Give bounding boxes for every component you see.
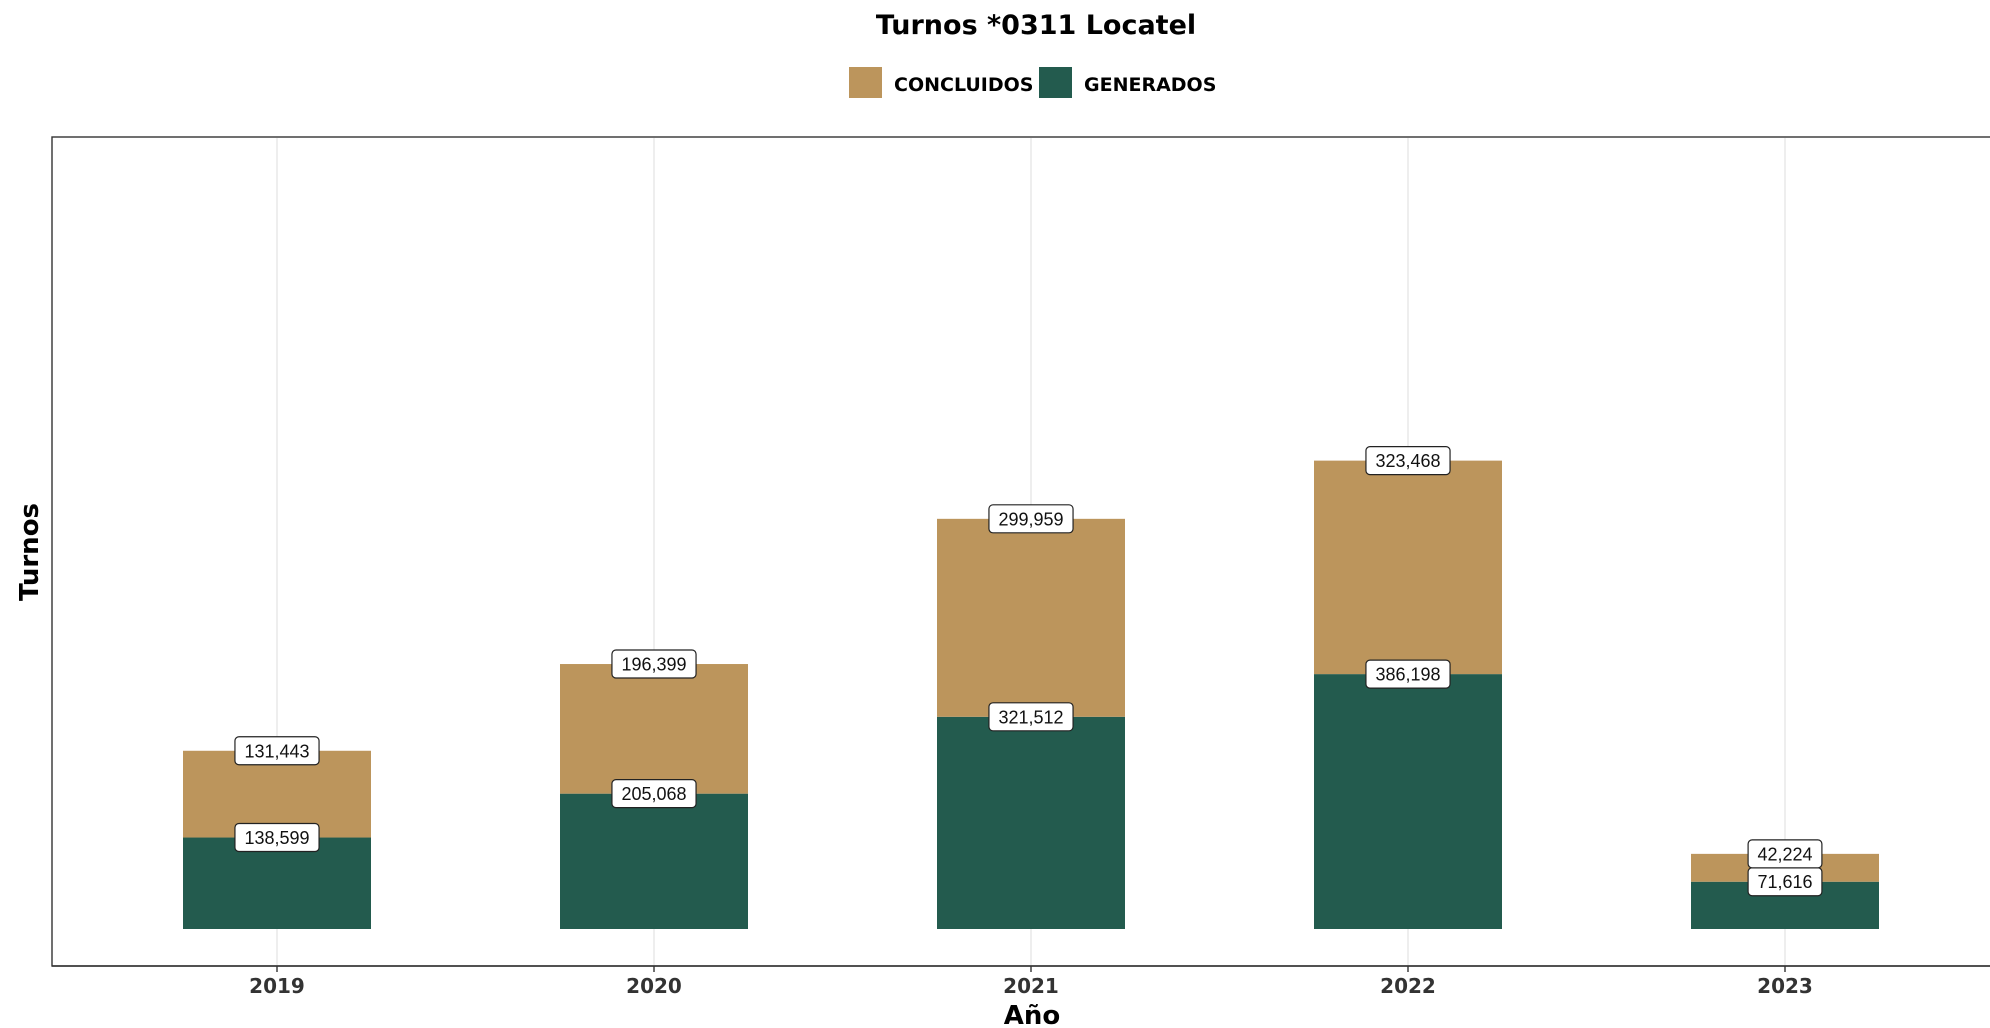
chart-title: Turnos *0311 Locatel	[876, 10, 1196, 41]
bar-generados-2021	[937, 716, 1125, 929]
data-label-generados-2021-group: 321,512	[988, 702, 1074, 732]
data-label-generados-2021-box	[988, 702, 1074, 732]
data-label-concluidos-2023-group: 42,224	[1747, 839, 1823, 869]
data-label-generados-2022-box	[1365, 659, 1451, 689]
legend: CONCLUIDOS GENERADOS	[849, 67, 1216, 98]
x-tick-label-2019: 2019	[249, 974, 305, 998]
data-label-concluidos-2022-box	[1365, 446, 1451, 476]
legend-swatch-generados	[1039, 67, 1072, 98]
bar-concluidos-2022	[1314, 460, 1502, 675]
bar-generados-2019	[183, 837, 371, 929]
bar-concluidos-2020	[560, 664, 748, 794]
plot-area: 138,599 131,443 205,068 196,399 321,512 299,9…	[51, 136, 1990, 998]
legend-swatch-concluidos	[849, 67, 882, 98]
data-label-generados-2020-group: 205,068	[611, 779, 697, 809]
data-label-concluidos-2019: 131,443	[244, 741, 309, 761]
data-label-concluidos-2019-box	[234, 736, 320, 766]
data-label-generados-2020: 205,068	[621, 784, 686, 804]
x-tick-label-2022: 2022	[1380, 974, 1436, 998]
legend-label-concluidos: CONCLUIDOS	[894, 74, 1033, 96]
data-label-concluidos-2023: 42,224	[1757, 844, 1812, 864]
data-label-generados-2022: 386,198	[1375, 665, 1440, 685]
data-label-concluidos-2022-group: 323,468	[1365, 446, 1451, 476]
x-tick-label-2023: 2023	[1757, 974, 1813, 998]
data-label-concluidos-2023-box	[1747, 839, 1823, 869]
legend-label-generados: GENERADOS	[1084, 74, 1216, 96]
y-axis-title: Turnos	[15, 503, 45, 601]
x-tick-label-2020: 2020	[626, 974, 682, 998]
data-label-generados-2020-box	[611, 779, 697, 809]
data-label-concluidos-2021: 299,959	[998, 509, 1063, 529]
data-label-concluidos-2020-group: 196,399	[611, 649, 697, 679]
data-label-concluidos-2020-box	[611, 649, 697, 679]
data-label-concluidos-2019-group: 131,443	[234, 736, 320, 766]
data-label-generados-2022-group: 386,198	[1365, 659, 1451, 689]
data-label-generados-2019: 138,599	[244, 828, 309, 848]
data-label-generados-2019-box	[234, 822, 320, 853]
data-label-concluidos-2020: 196,399	[621, 655, 686, 675]
x-axis-title: Año	[1004, 1001, 1061, 1028]
bar-generados-2022	[1314, 674, 1502, 929]
data-label-generados-2019-group: 138,599	[234, 822, 320, 853]
data-label-generados-2023: 71,616	[1757, 872, 1812, 892]
data-label-generados-2023-group: 71,616	[1747, 867, 1823, 897]
bar-generados-2020	[560, 793, 748, 929]
bar-concluidos-2021	[937, 518, 1125, 717]
x-tick-label-2021: 2021	[1003, 974, 1059, 998]
data-label-concluidos-2021-group: 299,959	[988, 504, 1074, 534]
data-label-concluidos-2022: 323,468	[1375, 451, 1440, 471]
data-label-generados-2021: 321,512	[998, 707, 1063, 727]
data-label-concluidos-2021-box	[988, 504, 1074, 534]
